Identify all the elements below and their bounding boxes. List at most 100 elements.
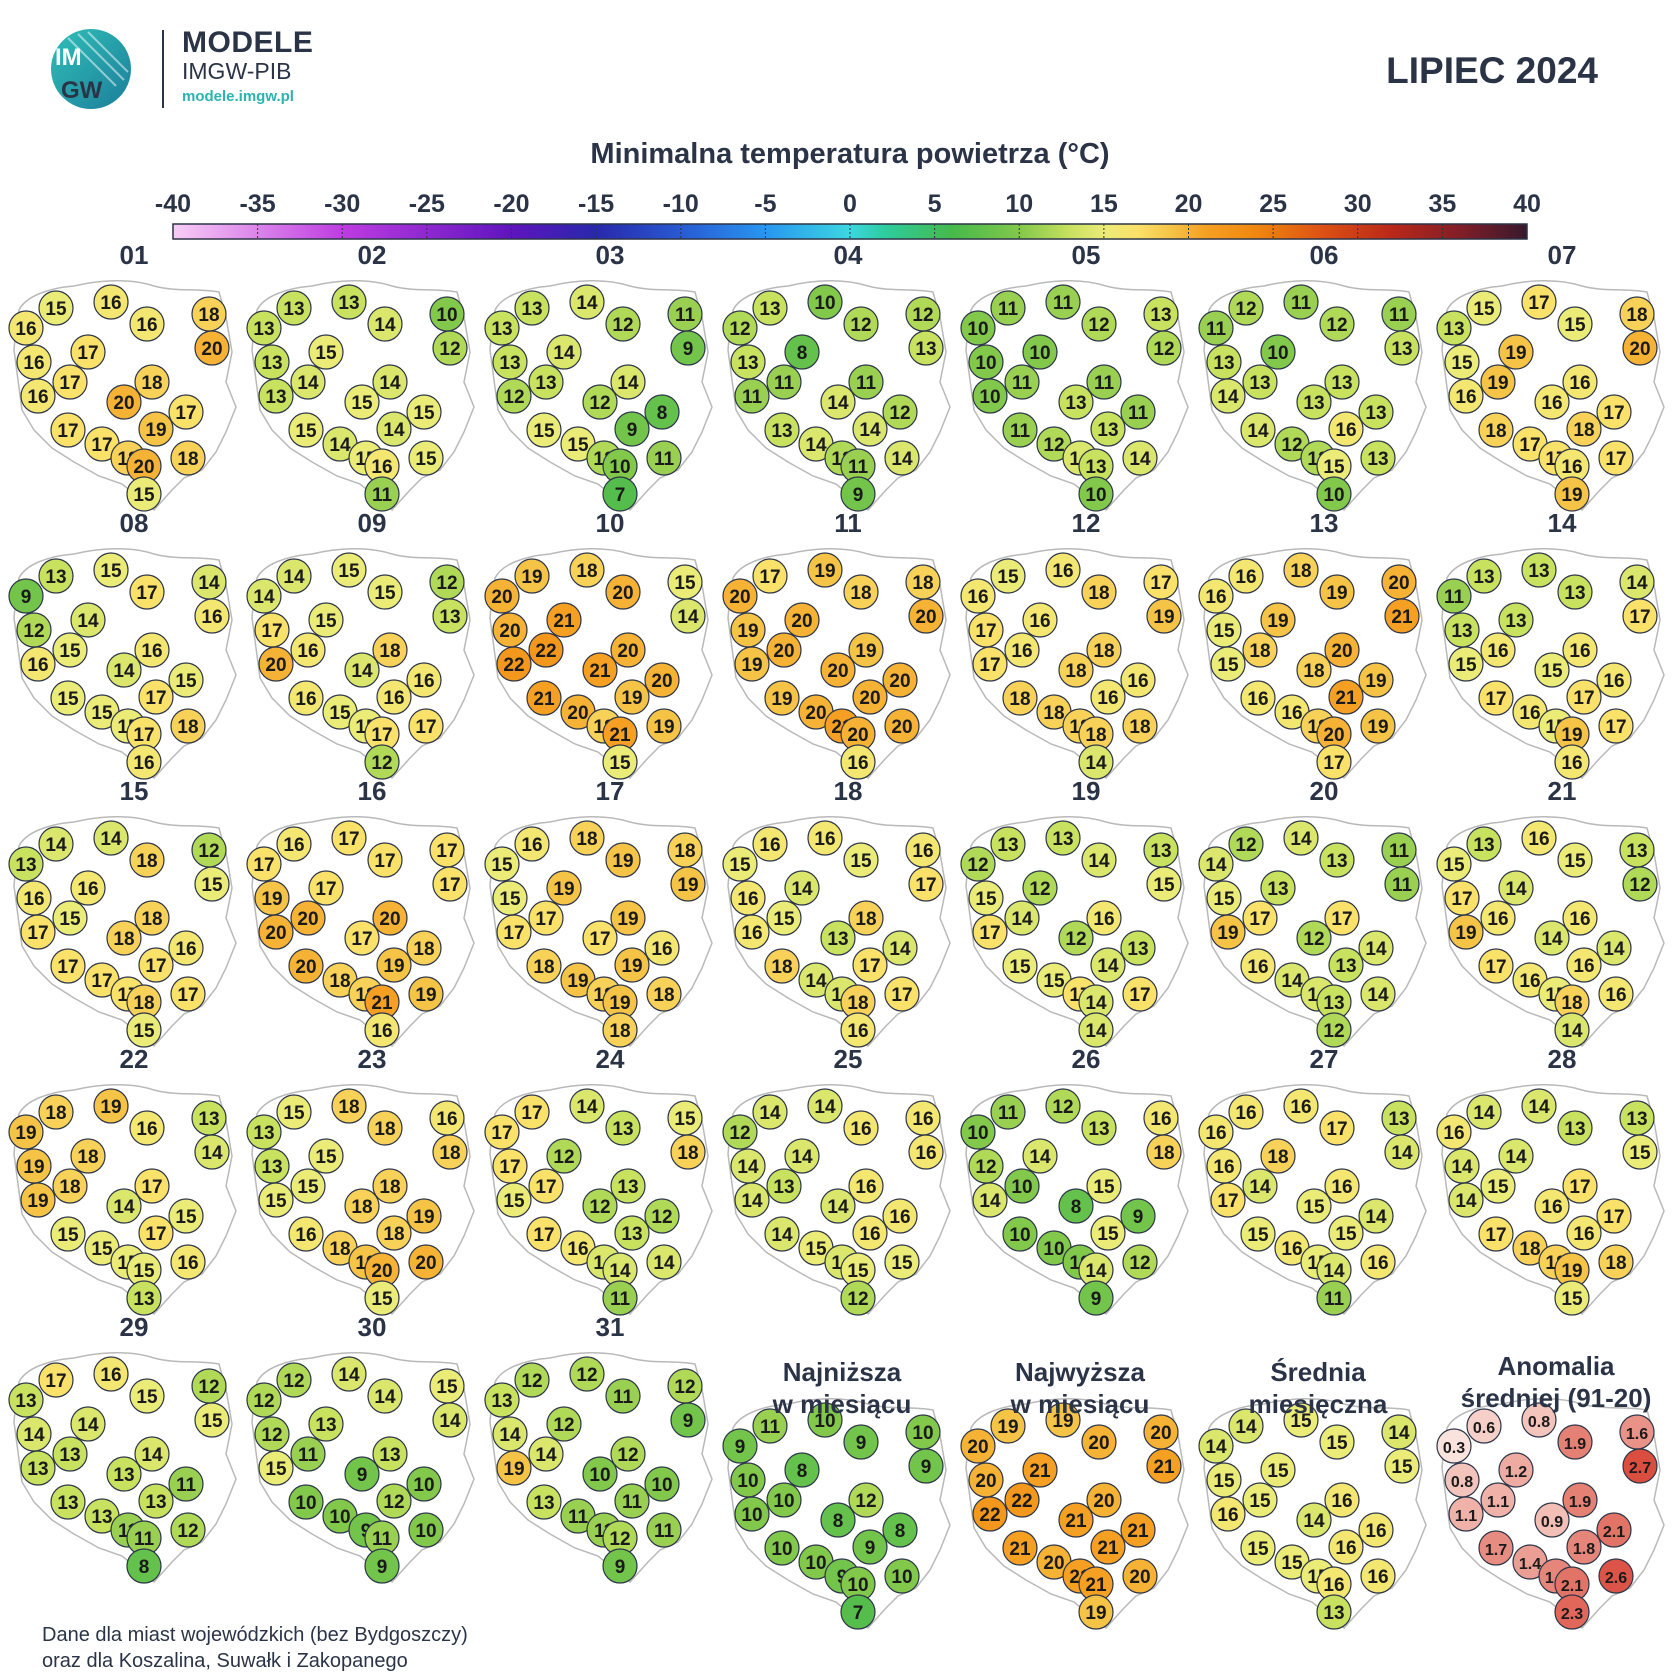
station-marker bbox=[752, 1408, 788, 1444]
station-marker bbox=[852, 1529, 888, 1565]
svg-text:IM: IM bbox=[55, 44, 82, 71]
station-marker bbox=[546, 602, 582, 638]
station-marker bbox=[1058, 920, 1094, 956]
station-marker bbox=[1283, 552, 1319, 588]
station-marker bbox=[526, 680, 562, 716]
brand-url[interactable]: modele.imgw.pl bbox=[182, 88, 294, 105]
day-label: 04 bbox=[834, 240, 863, 270]
station-value: 20 bbox=[265, 655, 286, 676]
day-map-15: 1514141812131516161815181716171717171718… bbox=[8, 776, 237, 1048]
station-value: 13 bbox=[1303, 393, 1324, 414]
station-marker bbox=[406, 1198, 442, 1234]
station-marker bbox=[1598, 440, 1634, 476]
station-value: 11 bbox=[998, 299, 1019, 320]
colorbar-tick-label: 0 bbox=[843, 190, 857, 218]
day-map-10: 1019182015201420212022212220192120181921… bbox=[484, 508, 713, 780]
station-value: 13 bbox=[45, 567, 66, 588]
station-value: 14 bbox=[1505, 879, 1527, 900]
station-value: 15 bbox=[1303, 1197, 1325, 1218]
station-marker bbox=[972, 1182, 1008, 1218]
station-marker bbox=[1554, 1594, 1590, 1630]
station-marker bbox=[8, 578, 44, 614]
station-marker bbox=[408, 976, 444, 1012]
station-marker bbox=[1045, 1088, 1081, 1124]
station-marker bbox=[1554, 1280, 1590, 1316]
station-value: 17 bbox=[859, 956, 880, 977]
station-value: 19 bbox=[677, 875, 698, 896]
station-value: 14 bbox=[759, 1103, 781, 1124]
station-marker bbox=[194, 330, 230, 366]
station-marker bbox=[1210, 914, 1246, 950]
station-value: 15 bbox=[265, 1191, 287, 1212]
colorbar-tick-label: -40 bbox=[155, 190, 191, 218]
station-value: 17 bbox=[759, 567, 780, 588]
station-value: 14 bbox=[1367, 985, 1389, 1006]
station-marker bbox=[1210, 646, 1246, 682]
station-value: 16 bbox=[1519, 971, 1540, 992]
station-value: 2.3 bbox=[1561, 1606, 1583, 1623]
station-marker bbox=[1283, 284, 1319, 320]
station-value: 18 bbox=[379, 641, 400, 662]
station-marker bbox=[848, 1168, 884, 1204]
summary-map-3: 1415151414151515161514161616151515161613 bbox=[1198, 1398, 1427, 1630]
station-marker bbox=[528, 632, 564, 668]
station-marker bbox=[194, 598, 230, 634]
station-marker bbox=[138, 1215, 174, 1251]
station-value: 21 bbox=[1097, 1538, 1119, 1559]
station-marker bbox=[50, 948, 86, 984]
station-value: 22 bbox=[503, 655, 524, 676]
station-marker bbox=[972, 646, 1008, 682]
station-value: 18 bbox=[1267, 1147, 1288, 1168]
station-value: 10 bbox=[1029, 343, 1050, 364]
station-marker bbox=[1562, 900, 1598, 936]
station-marker bbox=[820, 1188, 856, 1224]
station-value: 15 bbox=[1391, 1457, 1413, 1478]
station-value: 15 bbox=[1487, 1177, 1509, 1198]
station-marker bbox=[1498, 602, 1534, 638]
station-value: 13 bbox=[499, 353, 520, 374]
station-value: 20 bbox=[297, 909, 318, 930]
station-value: 11 bbox=[1094, 373, 1115, 394]
station-value: 19 bbox=[1561, 725, 1582, 746]
station-marker bbox=[1436, 578, 1472, 614]
station-marker bbox=[170, 440, 206, 476]
station-value: 0.8 bbox=[1451, 1474, 1473, 1491]
station-value: 18 bbox=[77, 1147, 98, 1168]
station-value: 18 bbox=[771, 957, 792, 978]
station-value: 8 bbox=[797, 343, 808, 364]
station-value: 14 bbox=[771, 1225, 793, 1246]
station-value: 20 bbox=[967, 1437, 988, 1458]
station-value: 18 bbox=[141, 909, 162, 930]
station-marker bbox=[1562, 364, 1598, 400]
station-value: 14 bbox=[741, 1191, 763, 1212]
station-marker bbox=[990, 558, 1026, 594]
station-value: 16 bbox=[1205, 587, 1226, 608]
station-marker bbox=[610, 364, 646, 400]
station-value: 20 bbox=[889, 671, 910, 692]
station-value: 13 bbox=[1443, 319, 1464, 340]
station-marker bbox=[129, 1378, 165, 1414]
station-marker bbox=[258, 646, 294, 682]
station-value: 15 bbox=[413, 403, 435, 424]
station-value: 13 bbox=[1052, 829, 1073, 850]
station-value: 10 bbox=[436, 305, 457, 326]
station-value: 9 bbox=[357, 1465, 368, 1486]
station-marker bbox=[106, 384, 142, 420]
station-value: 10 bbox=[814, 1411, 835, 1432]
station-value: 18 bbox=[177, 449, 198, 470]
station-value: 9 bbox=[627, 420, 638, 441]
station-value: 16 bbox=[23, 353, 44, 374]
station-value: 14 bbox=[1085, 753, 1107, 774]
station-value: 19 bbox=[1052, 1411, 1073, 1432]
station-value: 14 bbox=[1365, 1207, 1387, 1228]
station-value: 16 bbox=[855, 1177, 876, 1198]
station-marker bbox=[1521, 1402, 1557, 1438]
station-value: 11 bbox=[675, 305, 696, 326]
station-value: 9 bbox=[377, 1557, 388, 1578]
station-value: 16 bbox=[1455, 387, 1476, 408]
station-value: 18 bbox=[338, 1097, 359, 1118]
station-value: 15 bbox=[57, 689, 79, 710]
station-value: 16 bbox=[436, 1109, 457, 1130]
station-value: 14 bbox=[827, 393, 849, 414]
station-value: 14 bbox=[891, 449, 913, 470]
